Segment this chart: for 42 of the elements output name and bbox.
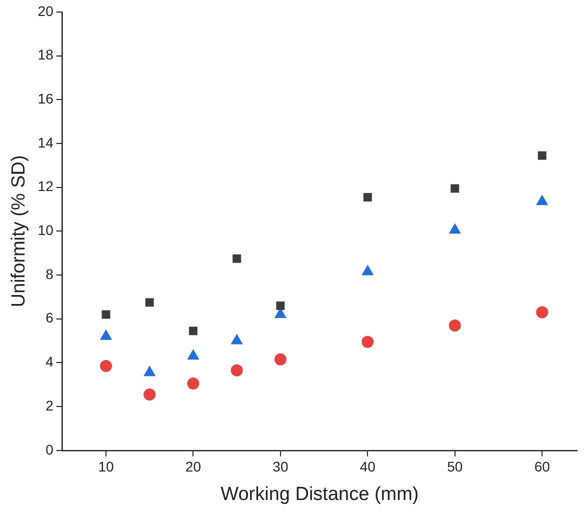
y-tick-label: 10 [38,222,54,238]
point [363,192,372,202]
x-tick-label: 30 [272,458,288,475]
y-tick-label: 20 [38,2,54,19]
x-tick-label: 10 [98,458,114,475]
point [448,223,461,234]
y-tick-label: 4 [46,354,54,370]
point [187,378,200,390]
y-tick-label: 8 [46,266,54,282]
x-axis-title: Working Distance (mm) [220,484,419,505]
point [188,326,198,336]
point [187,349,200,360]
x-tick-label: 20 [185,458,202,475]
point [536,194,548,206]
point [274,353,286,366]
point [232,254,242,263]
point [538,151,546,160]
point [144,366,156,376]
point [362,264,374,276]
point [144,388,156,401]
point [102,310,110,319]
point [100,360,112,372]
point [100,329,112,340]
y-tick-label: 18 [38,46,54,63]
point [230,334,243,344]
y-tick-label: 12 [38,178,54,194]
point [536,306,548,318]
x-tick-label: 60 [534,458,550,475]
point [145,298,154,307]
point [362,336,374,348]
y-tick-label: 16 [38,90,54,107]
point [276,301,285,310]
y-tick-label: 0 [46,441,54,458]
y-tick-label: 6 [46,310,54,326]
point [450,184,460,193]
y-tick-label: 14 [38,134,54,150]
y-tick-label: 2 [46,397,54,414]
x-tick-label: 50 [447,458,463,475]
x-tick-label: 40 [360,458,376,475]
y-axis-title: Uniformity (% SD) [8,155,30,308]
point [230,364,243,376]
point [448,319,461,332]
